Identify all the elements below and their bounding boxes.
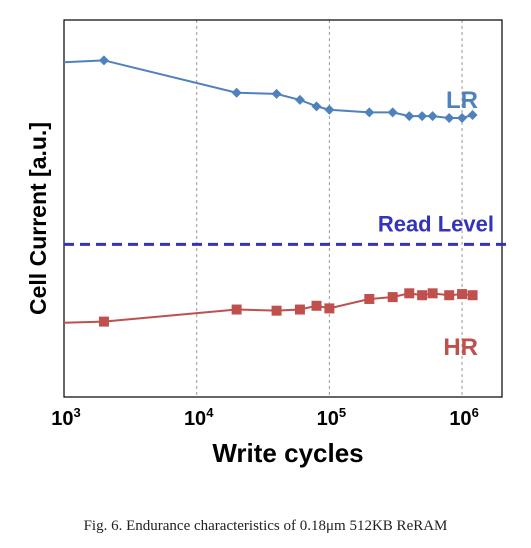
data-point-lr xyxy=(427,111,438,122)
data-point-hr xyxy=(387,292,398,303)
data-point-lr xyxy=(231,87,242,98)
data-point-hr xyxy=(271,305,282,316)
data-point-lr xyxy=(271,88,282,99)
data-point-hr xyxy=(467,290,478,301)
x-tick-label: 104 xyxy=(184,405,214,430)
grid-lines xyxy=(196,20,463,397)
series-layer: LR HR xyxy=(63,55,478,361)
data-point-lr xyxy=(444,113,455,124)
data-point-hr xyxy=(457,289,468,300)
figure-caption: Fig. 6. Endurance characteristics of 0.1… xyxy=(83,518,448,534)
data-point-hr xyxy=(444,290,455,301)
series-label-hr: HR xyxy=(443,334,478,361)
x-axis-title: Write cycles xyxy=(212,438,363,468)
data-point-hr xyxy=(427,288,438,299)
data-point-hr xyxy=(231,304,242,315)
x-tick-labels: 103 104 105 106 xyxy=(51,405,479,430)
data-point-lr xyxy=(364,107,375,118)
data-point-lr xyxy=(311,101,322,112)
data-point-lr xyxy=(324,104,335,115)
series-label-lr: LR xyxy=(446,87,478,114)
data-point-hr xyxy=(417,290,428,301)
data-point-hr xyxy=(324,303,335,314)
plot-frame xyxy=(63,19,503,398)
data-point-hr xyxy=(311,300,322,311)
data-point-lr xyxy=(404,111,415,122)
x-tick-label: 105 xyxy=(317,405,346,430)
data-point-lr xyxy=(387,107,398,118)
series-line-lr xyxy=(63,59,473,120)
read-level-label: Read Level xyxy=(378,211,494,236)
data-point-lr xyxy=(467,110,478,121)
data-point-hr xyxy=(294,304,305,315)
data-point-lr xyxy=(417,111,428,122)
x-tick-label: 106 xyxy=(449,405,478,430)
data-point-hr xyxy=(364,293,375,304)
data-point-lr xyxy=(98,55,109,66)
data-point-lr xyxy=(457,113,468,124)
data-point-hr xyxy=(404,288,415,299)
y-axis-title: Cell Current [a.u.] xyxy=(25,122,51,315)
x-tick-label: 103 xyxy=(51,405,80,430)
data-point-lr xyxy=(294,94,305,105)
data-point-hr xyxy=(98,316,109,327)
